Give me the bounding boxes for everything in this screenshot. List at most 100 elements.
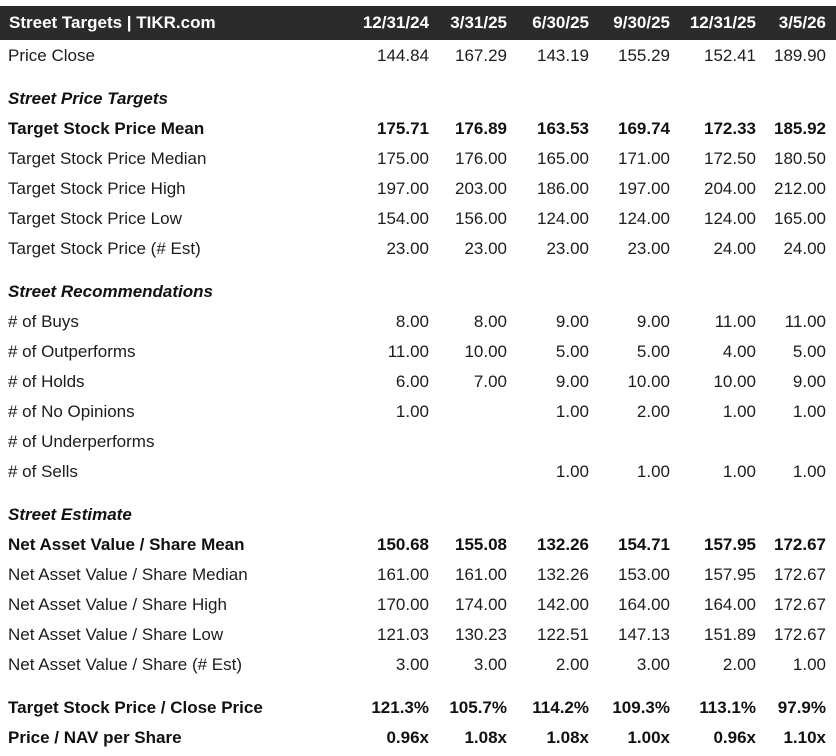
table-cell: 114.2% — [532, 698, 589, 717]
row-label: # of Outperforms — [8, 342, 136, 361]
table-cell: 165.00 — [774, 209, 826, 228]
table-cell: 161.00 — [455, 565, 507, 584]
table-cell: 172.33 — [704, 119, 756, 138]
table-cell: 165.00 — [537, 149, 589, 168]
table-cell: 170.00 — [377, 595, 429, 614]
table-header: Street Targets | TIKR.com 12/31/24 3/31/… — [0, 6, 836, 40]
row-label: # of Buys — [8, 312, 79, 331]
table-cell: 9.00 — [792, 372, 826, 391]
table-cell: 150.68 — [377, 535, 429, 554]
row-label: Price Close — [8, 46, 95, 65]
table-cell: 2.00 — [636, 402, 670, 421]
table-cell: 1.00 — [395, 402, 429, 421]
table-cell: 155.29 — [618, 46, 670, 65]
row-label: # of No Opinions — [8, 402, 135, 421]
row-holds: # of Holds 6.00 7.00 9.00 10.00 10.00 9.… — [0, 367, 836, 397]
table-cell: 5.00 — [636, 342, 670, 361]
table-cell: 169.74 — [618, 119, 670, 138]
table-cell: 23.00 — [386, 239, 429, 258]
column-header: 3/31/25 — [450, 13, 507, 32]
table-cell: 172.67 — [774, 625, 826, 644]
table-cell: 121.3% — [371, 698, 429, 717]
column-header: 9/30/25 — [613, 13, 670, 32]
table-cell: 189.90 — [774, 46, 826, 65]
table-cell: 151.89 — [704, 625, 756, 644]
row-label: Net Asset Value / Share Low — [8, 625, 224, 644]
table-cell: 6.00 — [395, 372, 429, 391]
table-title: Street Targets | TIKR.com — [9, 13, 216, 32]
table-cell: 143.19 — [537, 46, 589, 65]
table-cell: 156.00 — [455, 209, 507, 228]
table-cell: 97.9% — [777, 698, 826, 717]
row-label: Net Asset Value / Share Mean — [8, 535, 245, 554]
table-cell: 11.00 — [784, 312, 826, 331]
table-cell: 9.00 — [555, 312, 589, 331]
table-cell: 204.00 — [704, 179, 756, 198]
table-cell: 172.50 — [704, 149, 756, 168]
table-cell: 5.00 — [555, 342, 589, 361]
row-outperforms: # of Outperforms 11.00 10.00 5.00 5.00 4… — [0, 337, 836, 367]
table-cell: 2.00 — [722, 655, 756, 674]
table-cell: 197.00 — [377, 179, 429, 198]
table-cell: 23.00 — [546, 239, 589, 258]
table-cell: 155.08 — [455, 535, 507, 554]
table-cell: 147.13 — [618, 625, 670, 644]
row-nav-low: Net Asset Value / Share Low 121.03 130.2… — [0, 620, 836, 650]
row-label: # of Sells — [8, 462, 78, 481]
table-cell: 9.00 — [555, 372, 589, 391]
section-heading: Street Estimate — [8, 505, 132, 524]
table-cell: 130.23 — [455, 625, 507, 644]
section-street-estimate: Street Estimate — [0, 500, 836, 530]
column-header: 12/31/24 — [362, 13, 429, 32]
row-no-opinions: # of No Opinions 1.00 1.00 2.00 1.00 1.0… — [0, 397, 836, 427]
column-header: 3/5/26 — [778, 13, 826, 32]
table-cell: 1.00 — [555, 402, 589, 421]
table-cell: 163.53 — [537, 119, 589, 138]
table-cell: 1.00x — [627, 728, 670, 747]
table-cell: 121.03 — [377, 625, 429, 644]
table-cell: 2.00 — [555, 655, 589, 674]
table-cell: 24.00 — [713, 239, 756, 258]
table-cell: 161.00 — [377, 565, 429, 584]
table-cell: 5.00 — [792, 342, 826, 361]
row-label: Target Stock Price (# Est) — [8, 239, 201, 258]
row-label: Price / NAV per Share — [8, 728, 182, 747]
table-cell: 7.00 — [473, 372, 507, 391]
row-label: Target Stock Price Median — [8, 149, 207, 168]
row-target-mean: Target Stock Price Mean 175.71 176.89 16… — [0, 114, 836, 144]
table-cell: 1.00 — [722, 462, 756, 481]
section-street-price-targets: Street Price Targets — [0, 84, 836, 114]
row-target-median: Target Stock Price Median 175.00 176.00 … — [0, 144, 836, 174]
row-price-nav-ratio: Price / NAV per Share 0.96x 1.08x 1.08x … — [0, 723, 836, 753]
row-buys: # of Buys 8.00 8.00 9.00 9.00 11.00 11.0… — [0, 307, 836, 337]
table-cell: 4.00 — [722, 342, 756, 361]
table-cell: 132.26 — [537, 535, 589, 554]
row-sells: # of Sells 1.00 1.00 1.00 1.00 — [0, 457, 836, 487]
row-price-close: Price Close 144.84 167.29 143.19 155.29 … — [0, 41, 836, 71]
table-cell: 172.67 — [774, 535, 826, 554]
row-label: Target Stock Price Mean — [8, 119, 205, 138]
table-cell: 1.00 — [636, 462, 670, 481]
row-target-close-ratio: Target Stock Price / Close Price 121.3% … — [0, 693, 836, 723]
section-street-recommendations: Street Recommendations — [0, 277, 836, 307]
table-cell: 152.41 — [704, 46, 756, 65]
table-cell: 132.26 — [537, 565, 589, 584]
table-cell: 176.89 — [455, 119, 507, 138]
table-cell: 154.00 — [377, 209, 429, 228]
table-cell: 144.84 — [377, 46, 429, 65]
row-nav-high: Net Asset Value / Share High 170.00 174.… — [0, 590, 836, 620]
table-cell: 8.00 — [395, 312, 429, 331]
table-cell: 1.10x — [783, 728, 826, 747]
row-label: Net Asset Value / Share Median — [8, 565, 248, 584]
table-cell: 10.00 — [713, 372, 756, 391]
table-cell: 0.96x — [386, 728, 429, 747]
table-cell: 157.95 — [704, 535, 756, 554]
table-cell: 1.00 — [722, 402, 756, 421]
table-cell: 124.00 — [537, 209, 589, 228]
row-target-est: Target Stock Price (# Est) 23.00 23.00 2… — [0, 234, 836, 264]
table-cell: 172.67 — [774, 565, 826, 584]
row-label: Net Asset Value / Share (# Est) — [8, 655, 243, 674]
row-underperforms: # of Underperforms — [0, 427, 836, 457]
row-label: Net Asset Value / Share High — [8, 595, 227, 614]
